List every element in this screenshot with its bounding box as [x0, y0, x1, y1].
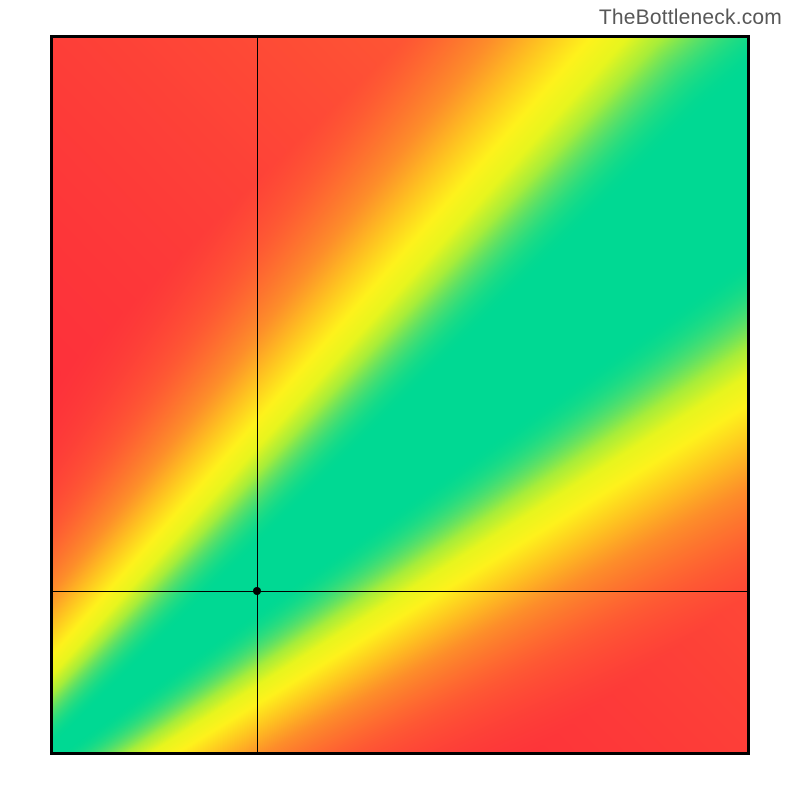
bottleneck-heatmap: [50, 35, 750, 755]
heatmap-canvas: [50, 35, 750, 755]
watermark-text: TheBottleneck.com: [599, 6, 782, 30]
